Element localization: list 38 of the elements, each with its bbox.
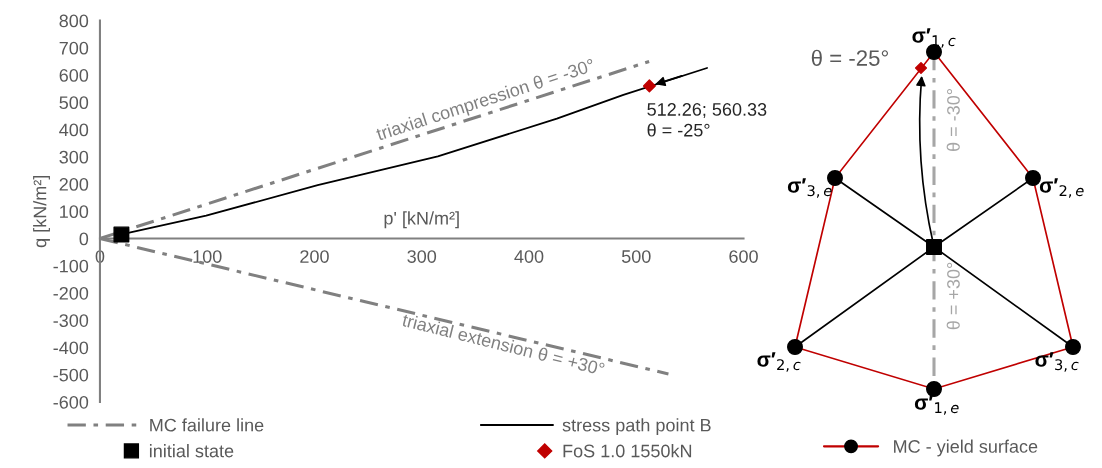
x-tick-label: 200 bbox=[300, 250, 329, 263]
y-tick-label: 0 bbox=[79, 232, 89, 246]
y-tick-label: -400 bbox=[53, 341, 89, 355]
y-tick-label: 100 bbox=[60, 205, 89, 219]
x-tick-label: 400 bbox=[514, 250, 544, 263]
text: σ′$_{3,c}$ bbox=[1035, 352, 1079, 372]
y-tick-label: 400 bbox=[59, 123, 89, 137]
x-axis-title: p' [kN/m²] bbox=[384, 211, 459, 229]
y-tick-label: -600 bbox=[53, 395, 89, 409]
annotation: 512.26; 560.33 θ = -25° bbox=[647, 103, 767, 137]
y-tick-label: 700 bbox=[59, 41, 89, 55]
legend-label: FoS 1.0 1550kN bbox=[563, 444, 692, 458]
y-tick-label: 800 bbox=[59, 14, 89, 28]
y-axis-title: q [kN/m²] bbox=[33, 175, 50, 248]
y-tick-label: -500 bbox=[53, 368, 89, 382]
x-tick-label: 100 bbox=[193, 250, 222, 263]
y-tick-label: 200 bbox=[59, 177, 89, 191]
text: θ = -25° bbox=[811, 49, 889, 66]
text: θ = +30° bbox=[946, 262, 960, 330]
y-tick-label: -300 bbox=[53, 314, 89, 327]
x-tick-label: 300 bbox=[407, 250, 437, 263]
x-tick-label: 600 bbox=[729, 250, 758, 263]
y-tick-label: -100 bbox=[53, 259, 89, 273]
y-tick-label: 300 bbox=[59, 150, 89, 164]
annotation: triaxial extension θ = +30° bbox=[401, 312, 606, 376]
text: σ′$_{2,e}$ bbox=[1039, 178, 1084, 198]
text: σ′$_{3,e}$ bbox=[787, 178, 832, 198]
legend-label: initial state bbox=[149, 444, 234, 458]
y-tick-label: -200 bbox=[53, 286, 89, 300]
text: θ = -30° bbox=[946, 89, 960, 152]
text: σ′$_{1,e}$ bbox=[914, 395, 959, 415]
legend-label: MC failure line bbox=[150, 418, 264, 432]
y-tick-label: 600 bbox=[59, 69, 89, 82]
text: σ′$_{2,c}$ bbox=[757, 352, 801, 372]
legend-label: MC - yield surface bbox=[894, 439, 1038, 457]
x-tick-label: 500 bbox=[621, 250, 651, 263]
y-tick-label: 500 bbox=[59, 96, 89, 110]
legend-label: stress path point B bbox=[562, 418, 711, 436]
